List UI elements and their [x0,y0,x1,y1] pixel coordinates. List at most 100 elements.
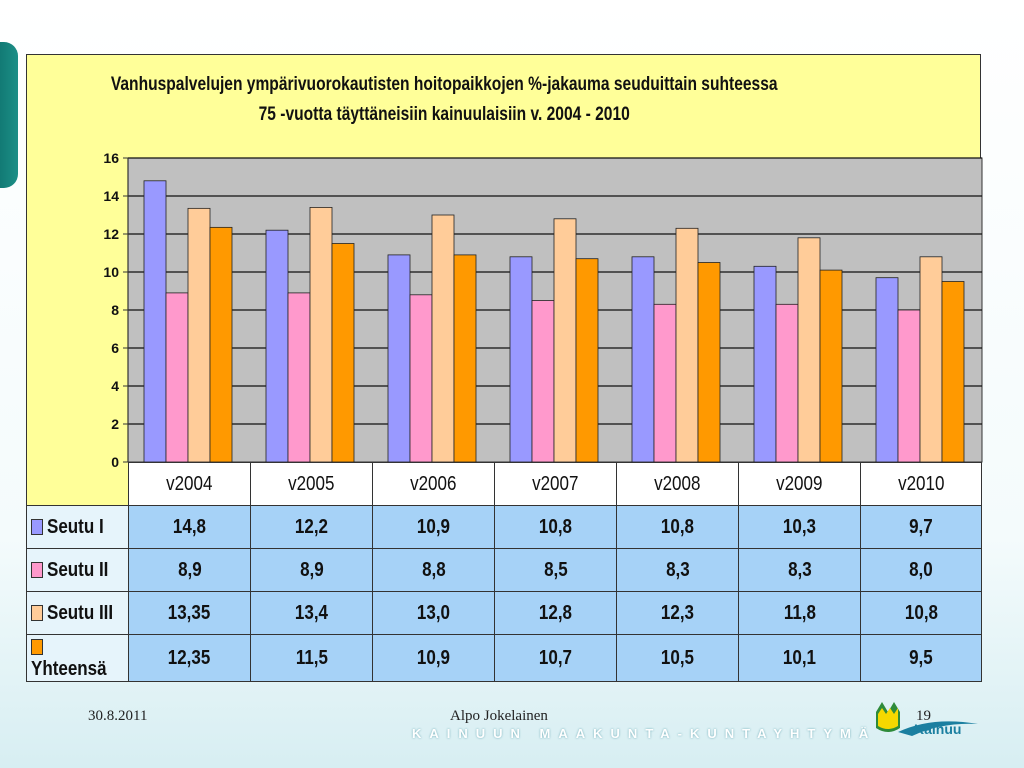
table-row: Yhteensä 12,35 11,5 10,9 10,7 10,5 10,1 9,5 [26,634,982,682]
logo-wave-icon [898,721,978,736]
data-label: 13,0 [372,591,495,635]
footer-date: 30.8.2011 [88,708,148,724]
data-label: 12,8 [494,591,617,635]
legend-swatch [31,519,43,536]
data-label: 12,2 [250,505,373,549]
bar [309,206,333,463]
y-tick-label: 0 [111,454,119,470]
data-label: 10,9 [372,634,495,682]
bar [187,207,211,463]
data-label: 11,5 [250,634,373,682]
chart-title-line1: Vanhuspalvelujen ympärivuorokautisten ho… [110,74,778,95]
bar [431,214,455,463]
legend-entry: Seutu I [26,505,129,549]
series-name: Seutu III [47,601,114,624]
data-label: 10,1 [738,634,861,682]
bar [775,303,799,463]
bar [697,262,721,463]
bar [265,229,289,463]
bar [653,303,677,463]
bar [509,256,533,463]
bar [631,256,655,463]
y-tick-label: 6 [111,340,119,356]
data-label: 8,9 [250,548,373,592]
y-tick-label: 2 [111,416,119,432]
data-label: 13,35 [128,591,251,635]
side-tab-decoration [0,42,18,188]
data-label: 10,8 [616,505,739,549]
data-label: 10,3 [738,505,861,549]
bar [553,218,577,463]
table-row: Seutu I 14,8 12,2 10,9 10,8 10,8 10,3 9,7 [26,505,982,549]
kainuu-logo: Kainuu [876,702,978,737]
data-label: 8,0 [860,548,982,592]
legend-entry: Seutu III [26,591,129,635]
y-tick-label: 8 [111,302,119,318]
data-label: 13,4 [250,591,373,635]
bar [875,277,899,463]
bar [941,281,965,463]
bar [819,269,843,463]
table-header-row: v2004 v2005 v2006 v2007 v2008 v2009 v2010 [27,462,982,506]
data-label: 12,3 [616,591,739,635]
footer-author: Alpo Jokelainen [450,708,548,724]
data-label: 8,3 [616,548,739,592]
bar [897,309,921,463]
data-label: 8,8 [372,548,495,592]
data-label: 8,5 [494,548,617,592]
data-label: 9,5 [860,634,982,682]
x-tick-label: v2010 [860,462,982,506]
series-name: Seutu II [47,558,109,581]
bar [919,256,943,463]
legend-entry: Seutu II [26,548,129,592]
x-tick-label: v2006 [372,462,495,506]
x-tick-label: v2007 [494,462,617,506]
y-tick-label: 4 [111,378,119,394]
chart-title-line2: 75 -vuotta täyttäneisiin kainuulaisiin v… [258,104,630,125]
data-label: 14,8 [128,505,251,549]
data-label: 11,8 [738,591,861,635]
data-label: 12,35 [128,634,251,682]
bar [287,292,311,463]
data-label: 9,7 [860,505,982,549]
y-tick-label: 14 [103,188,119,204]
data-label: 10,8 [494,505,617,549]
data-label: 10,9 [372,505,495,549]
legend-entry: Yhteensä [26,634,129,682]
bar [387,254,411,463]
x-tick-label: v2008 [616,462,739,506]
data-label: 8,9 [128,548,251,592]
footer-organization: KAINUUN MAAKUNTA-KUNTAYHTYMÄ [412,726,877,741]
bar [675,227,699,463]
chart-title: Vanhuspalvelujen ympärivuorokautisten ho… [26,70,862,130]
table-corner [27,463,129,506]
bar [531,300,555,463]
table-row: Seutu II 8,9 8,9 8,8 8,5 8,3 8,3 8,0 [26,548,982,592]
data-label: 10,5 [616,634,739,682]
footer-page-number: 19 [916,708,931,724]
data-label: 10,8 [860,591,982,635]
bar [409,294,433,463]
series-name: Seutu I [47,515,104,538]
data-table: v2004 v2005 v2006 v2007 v2008 v2009 v2010 Seutu… [26,462,982,682]
y-tick-label: 10 [103,264,119,280]
bar [331,243,355,463]
bar [209,226,233,463]
x-tick-label: v2005 [250,462,373,506]
x-tick-label: v2009 [738,462,861,506]
y-tick-label: 12 [103,226,119,242]
table-row: Seutu III 13,35 13,4 13,0 12,8 12,3 11,8 10,8 [26,591,982,635]
bar [753,265,777,463]
bar [575,258,599,463]
legend-swatch [31,638,43,655]
y-tick-label: 16 [103,150,119,166]
bar [453,254,477,463]
series-name: Yhteensä [31,658,107,680]
legend-swatch [31,605,43,622]
data-label: 8,3 [738,548,861,592]
bar [797,237,821,463]
bar [165,292,189,463]
legend-swatch [31,562,43,579]
data-label: 10,7 [494,634,617,682]
